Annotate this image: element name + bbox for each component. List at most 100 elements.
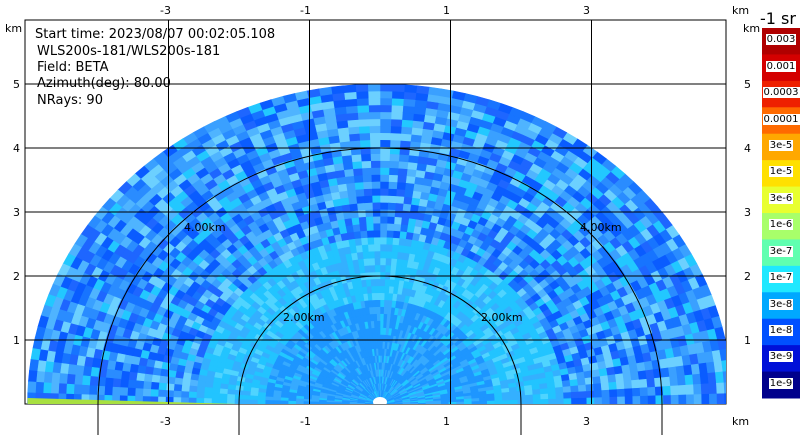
- radar-bin: [578, 397, 588, 404]
- radar-bin: [393, 223, 402, 232]
- radar-bin: [599, 374, 609, 384]
- radar-bin: [50, 382, 60, 395]
- radar-bin: [241, 394, 251, 401]
- radar-bin: [264, 400, 274, 404]
- radar-bin: [120, 370, 130, 381]
- colorbar-tick-label: 3e-5: [762, 139, 800, 151]
- radar-bin: [172, 390, 182, 398]
- radar-bin: [195, 392, 205, 399]
- radar-bin: [396, 174, 407, 183]
- radar-bin: [540, 393, 549, 400]
- radar-bin: [593, 389, 603, 398]
- radar-bin: [173, 377, 184, 386]
- radar-bin: [349, 139, 361, 149]
- radar-bin: [188, 391, 197, 399]
- colorbar-tick-text: 3e-8: [768, 298, 794, 310]
- radar-bin: [373, 229, 381, 238]
- radar-bin: [388, 285, 394, 294]
- radar-bin: [384, 271, 391, 280]
- radar-bin: [374, 257, 381, 266]
- radar-bin: [346, 119, 359, 128]
- radar-bin: [685, 383, 695, 395]
- radar-bin: [157, 382, 167, 391]
- radar-bin: [357, 118, 370, 127]
- radar-bin: [586, 390, 595, 398]
- radar-bin: [383, 306, 388, 315]
- radar-bin: [637, 369, 648, 380]
- radar-bin: [126, 387, 136, 397]
- radar-bin: [646, 377, 656, 388]
- radar-bin: [398, 153, 410, 163]
- radar-bin: [343, 91, 357, 100]
- radar-bin: [387, 202, 396, 211]
- radar-bin: [379, 278, 386, 287]
- radar-bin: [341, 402, 350, 404]
- radar-bin: [241, 399, 251, 404]
- radar-bin: [367, 250, 375, 259]
- radar-bin: [35, 381, 44, 394]
- radar-bin: [354, 181, 364, 190]
- radar-bin: [66, 373, 76, 385]
- radar-bin: [371, 201, 381, 210]
- radar-bin: [379, 174, 390, 182]
- radar-bin: [390, 104, 404, 113]
- range-ring-label: 2.00km: [283, 311, 325, 324]
- radar-bin: [226, 398, 235, 404]
- colorbar-tick-text: 1e-8: [768, 324, 794, 336]
- radar-bin: [379, 215, 388, 224]
- colorbar-tick-label: 1e-8: [762, 324, 800, 336]
- radar-bin: [346, 112, 359, 121]
- radar-bin: [366, 229, 374, 238]
- radar-bin: [385, 250, 393, 259]
- radar-bin: [379, 341, 383, 349]
- radar-bin: [112, 369, 123, 380]
- radar-bin: [173, 384, 183, 392]
- y-unit-right: km: [743, 22, 761, 35]
- radar-bin: [103, 386, 113, 396]
- radar-bin: [415, 85, 430, 95]
- radar-bin: [379, 257, 386, 266]
- radar-bin: [592, 375, 602, 384]
- radar-bin: [379, 236, 387, 245]
- radar-bin: [35, 370, 46, 383]
- radar-bin: [631, 387, 641, 397]
- radar-bin: [375, 306, 381, 314]
- radar-bin: [401, 209, 411, 219]
- nrays-value: NRays: 90: [37, 93, 103, 108]
- radar-bin: [166, 376, 176, 385]
- radar-bin: [379, 327, 384, 335]
- radar-bin: [365, 222, 374, 231]
- colorbar-tick-label: 0.001: [762, 60, 800, 72]
- colorbar-tick-label: 3e-8: [762, 298, 800, 310]
- radar-bin: [388, 160, 400, 169]
- radar-bin: [385, 257, 392, 266]
- x-unit-top: km: [732, 4, 750, 17]
- radar-bin: [379, 243, 387, 252]
- radar-bin: [359, 139, 371, 148]
- radar-bin: [714, 370, 725, 383]
- radar-bin: [389, 132, 402, 141]
- radar-bin: [686, 393, 695, 404]
- radar-bin: [379, 313, 384, 321]
- radar-bin: [342, 161, 354, 171]
- radar-bin: [396, 181, 406, 190]
- radar-bin: [632, 395, 641, 404]
- x-tick-top: -1: [300, 4, 311, 17]
- radar-bin: [617, 395, 626, 404]
- radar-bin: [392, 230, 401, 239]
- radar-bin: [663, 394, 672, 404]
- radar-bin: [397, 160, 409, 170]
- radar-bin: [135, 380, 145, 390]
- radar-bin: [343, 168, 354, 177]
- radar-bin: [383, 292, 389, 301]
- radar-bin: [347, 196, 358, 205]
- radar-bin: [29, 359, 39, 372]
- radar-bin: [563, 397, 572, 404]
- radar-bin: [701, 393, 710, 404]
- radar-bin: [388, 167, 399, 176]
- radar-bin: [50, 372, 61, 384]
- radar-bin: [379, 194, 389, 203]
- radar-bin: [645, 368, 655, 379]
- radar-bin: [406, 161, 418, 171]
- radar-bin: [532, 398, 542, 404]
